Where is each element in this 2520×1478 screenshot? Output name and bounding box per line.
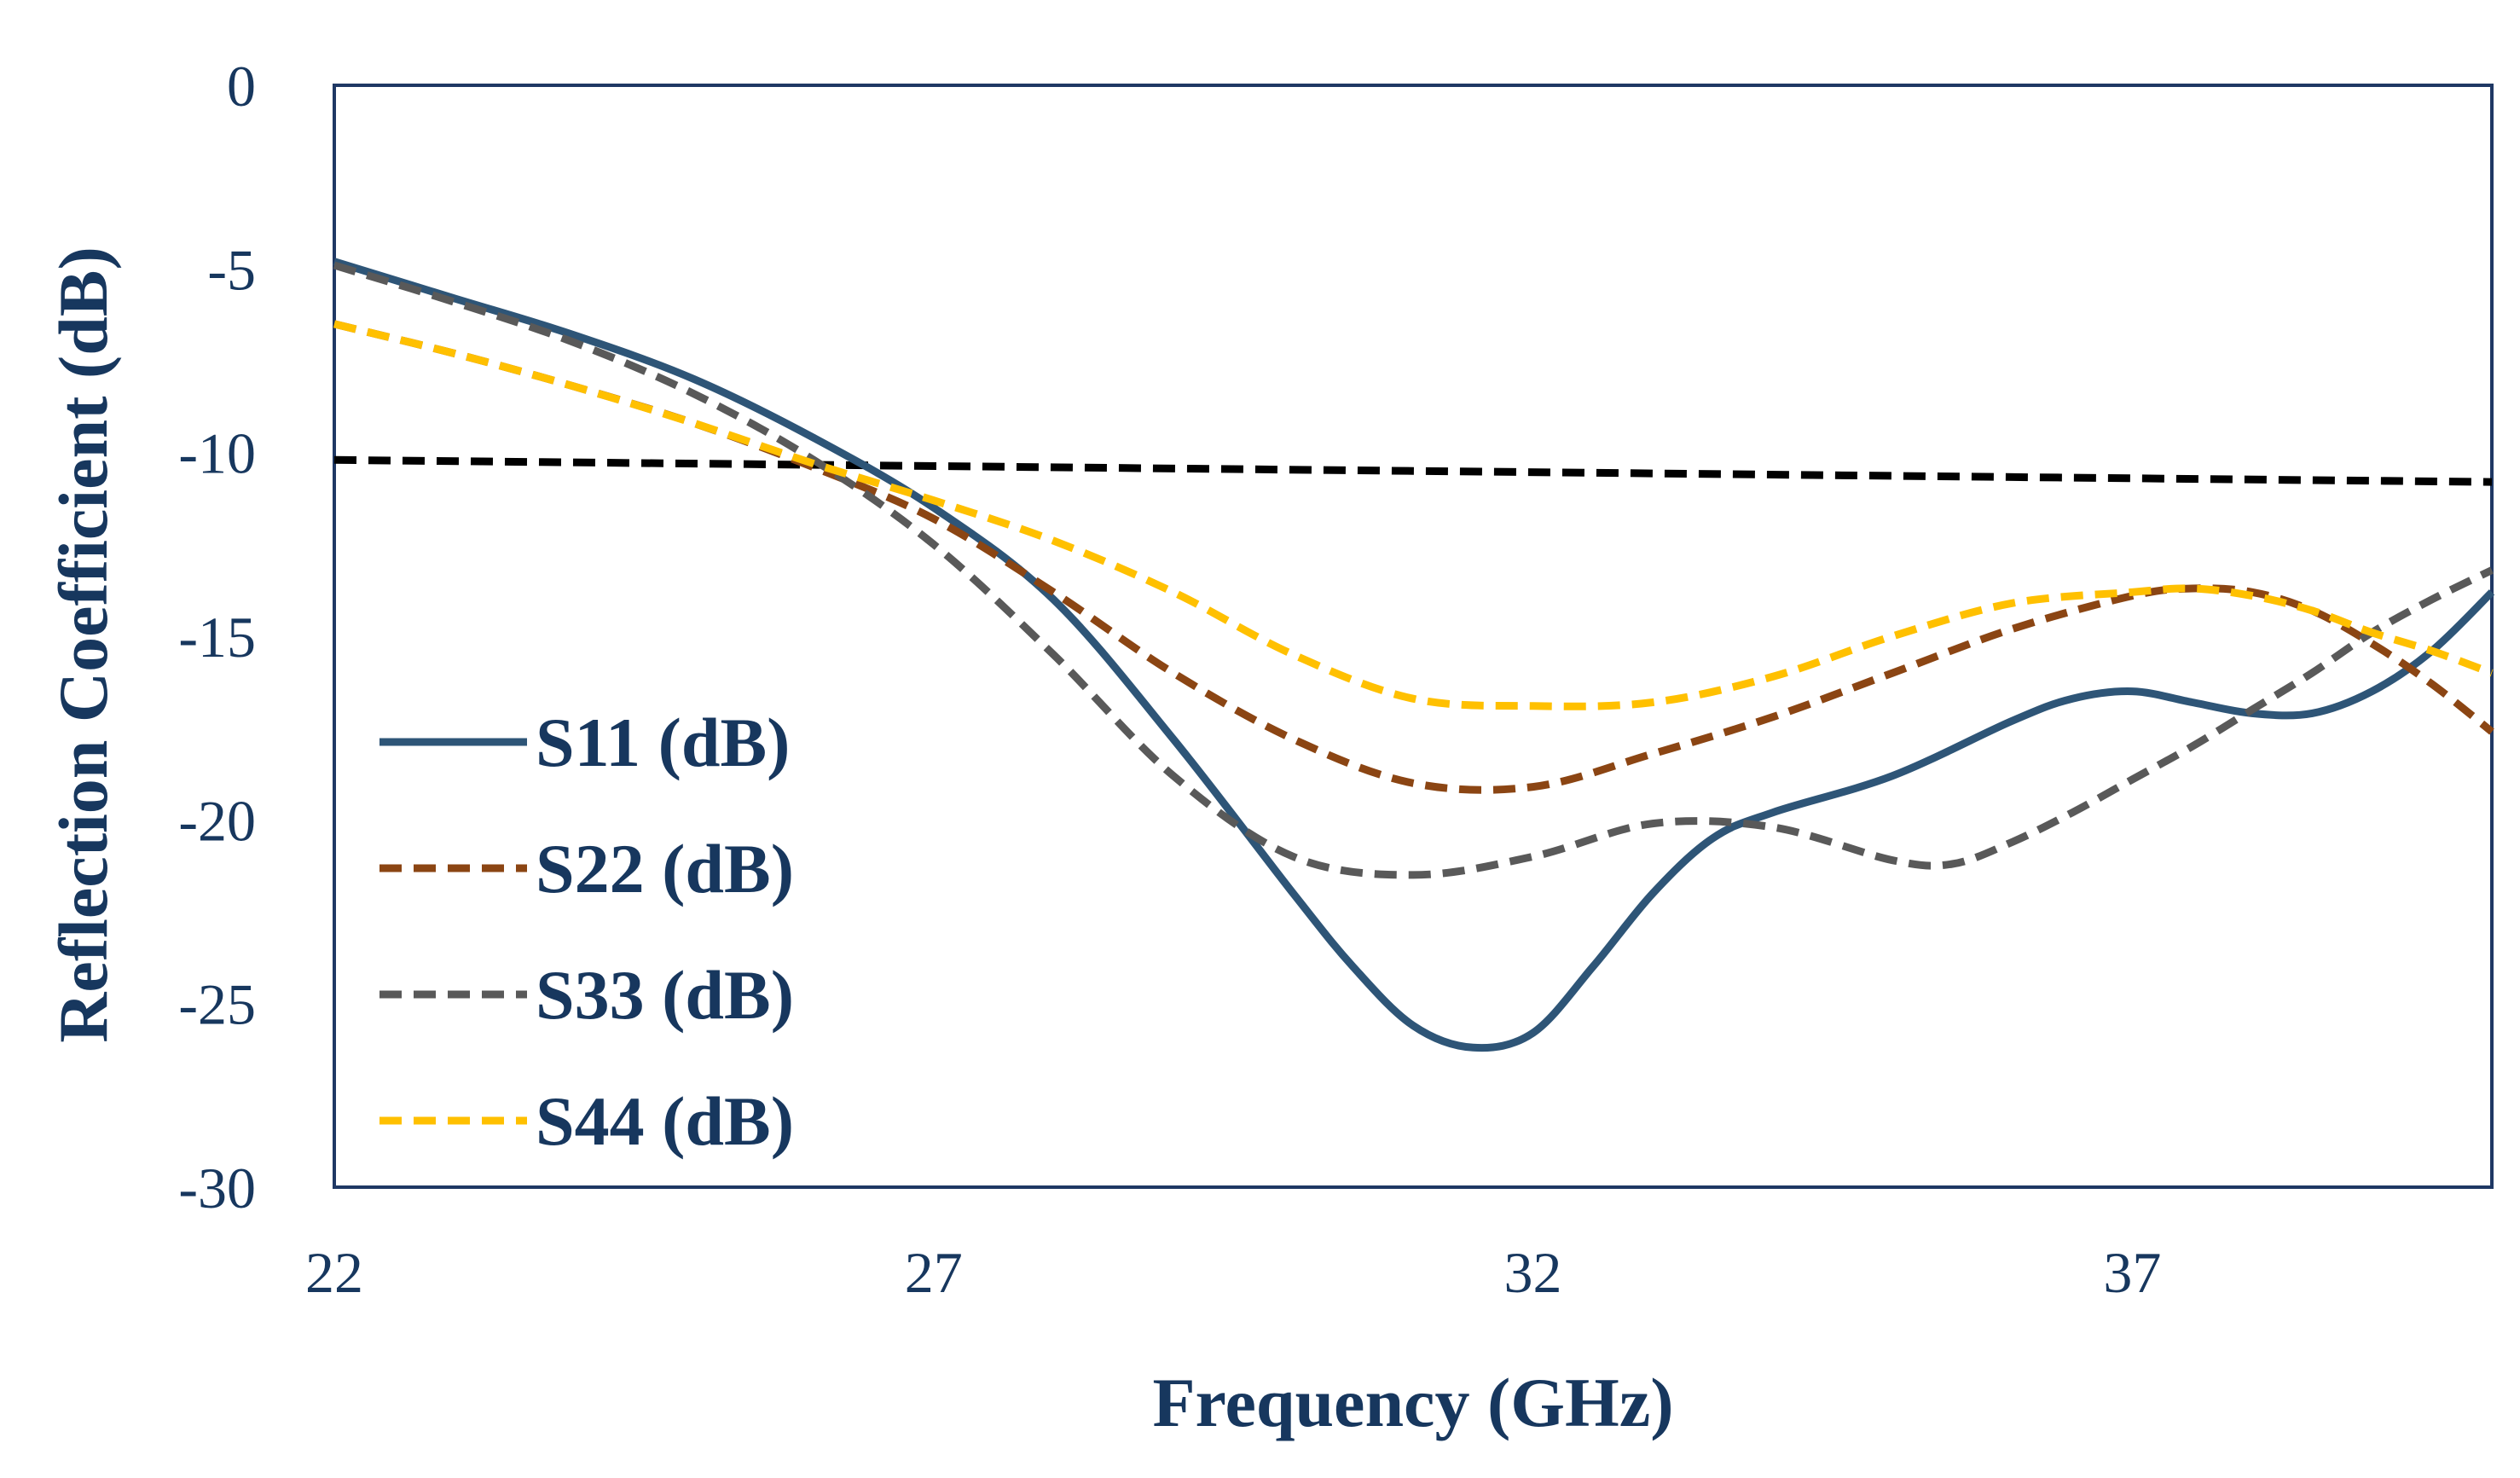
y-tick-label: 0 (227, 54, 256, 119)
threshold-line (333, 455, 2493, 486)
y-axis-title: Reflection Coefficient (dB) (44, 246, 122, 1043)
plot-area-frame (333, 84, 2494, 1189)
y-tick-label: -20 (178, 788, 256, 853)
y-tick-label: -5 (207, 237, 256, 302)
series-line-s11 (333, 258, 2495, 1052)
plot-layer (333, 84, 2495, 1189)
x-tick-label: 27 (905, 1240, 963, 1305)
x-tick-label: 37 (2103, 1240, 2161, 1305)
legend-label: S11 (dB) (536, 704, 791, 781)
legend-label: S22 (dB) (536, 830, 794, 907)
series-line-s44 (333, 320, 2494, 710)
legend: S11 (dB) S22 (dB) S33 (dB) S44 (dB) (379, 704, 794, 1160)
x-axis-title: Frequency (GHz) (1152, 1364, 1673, 1441)
y-tick-label: -10 (178, 421, 256, 486)
series-line-s33 (333, 261, 2494, 879)
series-line-s22 (333, 320, 2494, 794)
y-tick-label: -30 (178, 1156, 256, 1220)
tick-layer: 22 27 32 37 0 -5 -10 -15 -20 -25 -30 (178, 54, 2161, 1305)
legend-label: S33 (dB) (536, 956, 794, 1034)
y-tick-label: -25 (178, 972, 256, 1037)
legend-label: S44 (dB) (536, 1082, 794, 1160)
x-tick-label: 22 (305, 1240, 363, 1305)
x-tick-label: 32 (1504, 1240, 1562, 1305)
y-tick-label: -15 (178, 605, 256, 669)
